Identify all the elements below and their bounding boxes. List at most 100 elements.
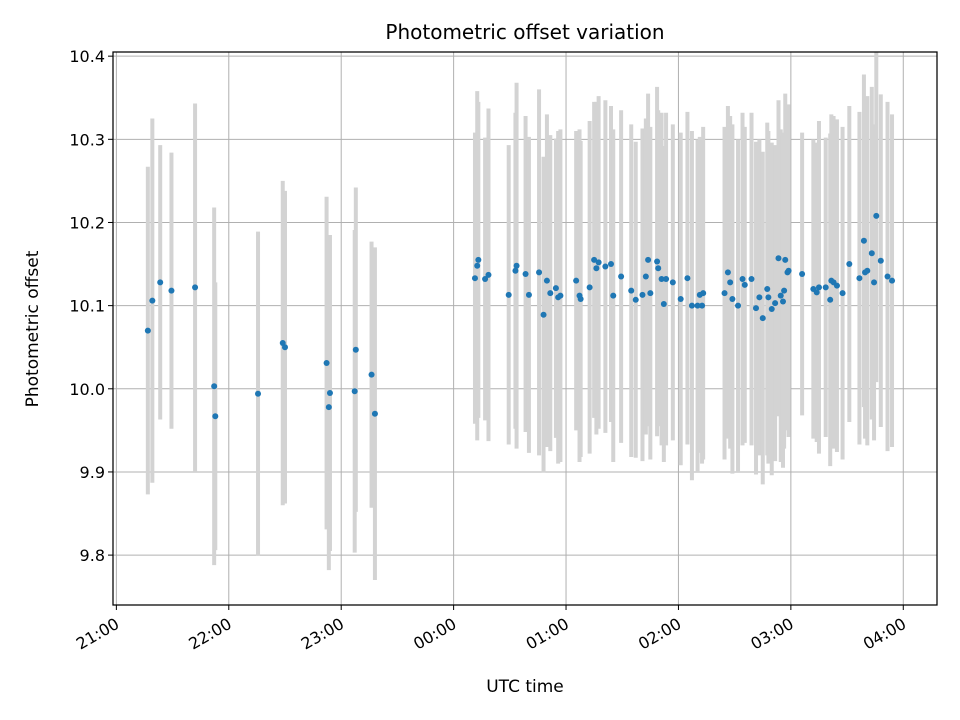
data-point <box>645 256 652 263</box>
data-point <box>764 286 771 292</box>
data-point <box>759 315 766 322</box>
data-point <box>157 279 164 286</box>
data-point <box>860 237 867 244</box>
data-point <box>211 383 218 390</box>
data-point <box>552 285 559 292</box>
data-point <box>779 298 786 305</box>
data-point <box>700 290 707 297</box>
data-point <box>628 287 635 294</box>
data-point <box>536 269 543 276</box>
data-point <box>782 256 789 263</box>
data-point <box>371 410 378 417</box>
data-point <box>768 305 775 312</box>
data-point <box>602 263 609 270</box>
plot-frame <box>112 51 938 606</box>
y-tick-label: 10.0 <box>69 380 105 399</box>
data-point <box>833 282 840 289</box>
data-point <box>827 296 834 303</box>
data-point <box>871 279 878 286</box>
data-point <box>775 255 782 262</box>
data-point <box>475 256 482 263</box>
data-point <box>573 277 580 284</box>
data-point <box>663 276 670 283</box>
data-point <box>669 279 676 286</box>
data-point <box>525 291 532 298</box>
data-point <box>325 404 332 411</box>
data-point <box>694 302 701 309</box>
data-point <box>777 292 784 299</box>
data-point <box>149 297 156 304</box>
y-tick-label: 9.9 <box>80 463 105 482</box>
data-point <box>868 250 875 257</box>
data-point <box>610 292 617 299</box>
data-point <box>591 256 598 263</box>
data-points <box>144 212 896 420</box>
data-point <box>595 259 602 266</box>
data-point <box>192 284 199 291</box>
y-tick-label: 10.2 <box>69 213 105 232</box>
data-point <box>677 295 684 302</box>
y-tick-label: 9.8 <box>80 546 105 565</box>
data-point <box>618 273 625 280</box>
data-point <box>739 276 746 283</box>
data-point <box>877 257 884 264</box>
data-point <box>741 281 748 288</box>
data-point <box>144 327 151 334</box>
data-point <box>368 371 375 378</box>
data-point <box>323 360 330 367</box>
data-point <box>255 390 262 397</box>
data-point <box>721 290 728 297</box>
data-point <box>815 284 822 291</box>
data-point <box>658 276 665 283</box>
data-point <box>873 212 880 219</box>
data-point <box>632 296 639 303</box>
data-point <box>540 311 547 318</box>
data-point <box>647 290 654 297</box>
data-point <box>577 295 584 302</box>
data-point <box>748 276 755 283</box>
x-axis-title: UTC time <box>486 677 564 697</box>
data-point <box>839 290 846 297</box>
data-point <box>753 305 760 312</box>
data-point <box>846 261 853 268</box>
data-point <box>735 302 742 309</box>
data-point <box>607 261 614 268</box>
data-point <box>884 273 891 280</box>
data-point <box>729 295 736 302</box>
data-point <box>699 302 706 309</box>
data-point <box>813 289 820 296</box>
data-point <box>765 294 772 301</box>
data-point <box>482 276 489 283</box>
data-point <box>474 262 481 269</box>
data-point <box>639 291 646 298</box>
data-point <box>655 265 662 272</box>
data-point <box>505 291 512 298</box>
data-point <box>642 273 649 280</box>
data-point <box>485 271 492 278</box>
data-point <box>781 287 788 294</box>
data-point <box>864 267 871 274</box>
data-point <box>513 262 520 269</box>
data-point <box>543 277 550 284</box>
y-tick-label: 10.1 <box>69 297 105 316</box>
data-point <box>281 344 288 351</box>
data-point <box>351 388 358 395</box>
data-point <box>168 287 175 294</box>
data-point <box>756 294 763 301</box>
data-point <box>727 279 734 286</box>
data-point <box>688 302 695 309</box>
data-point <box>212 413 219 420</box>
y-axis-title: Photometric offset <box>23 250 43 407</box>
data-point <box>352 346 359 353</box>
data-point <box>512 267 519 274</box>
data-point <box>856 275 863 282</box>
data-point <box>799 271 806 278</box>
data-point <box>822 284 829 291</box>
chart-title: Photometric offset variation <box>385 20 664 44</box>
y-tick-label: 10.4 <box>69 47 105 66</box>
data-point <box>772 300 779 307</box>
y-tick-label: 10.3 <box>69 130 105 149</box>
data-point <box>724 269 731 276</box>
data-point <box>654 258 661 265</box>
